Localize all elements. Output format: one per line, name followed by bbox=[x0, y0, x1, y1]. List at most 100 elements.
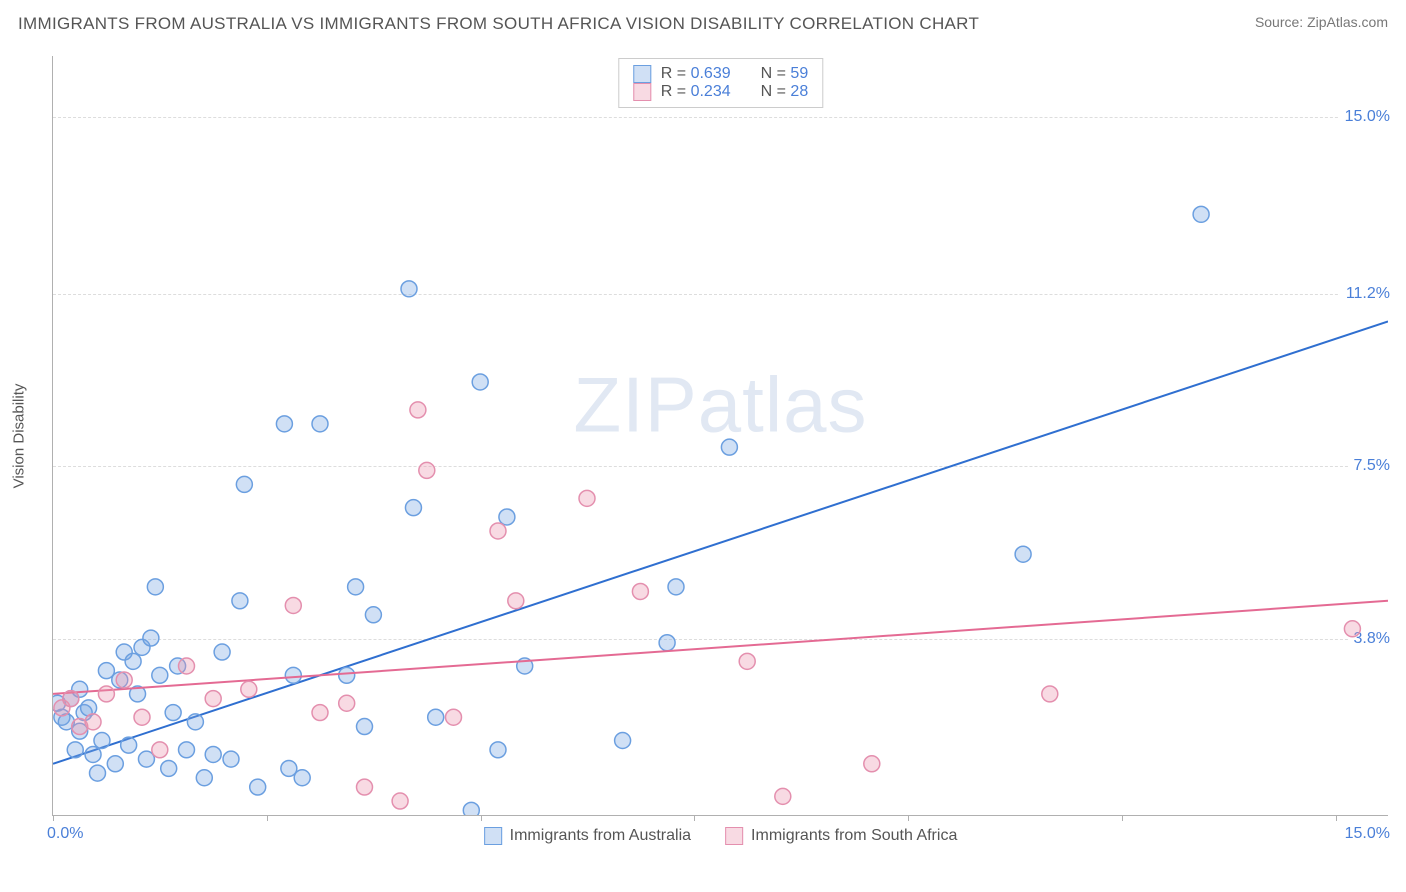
x-tick bbox=[1122, 815, 1123, 821]
data-point-south_africa bbox=[410, 402, 426, 418]
data-point-south_africa bbox=[241, 681, 257, 697]
data-point-australia bbox=[428, 709, 444, 725]
data-point-australia bbox=[463, 802, 479, 815]
data-point-south_africa bbox=[152, 742, 168, 758]
data-point-south_africa bbox=[98, 686, 114, 702]
data-point-australia bbox=[187, 714, 203, 730]
data-point-australia bbox=[721, 439, 737, 455]
data-point-australia bbox=[250, 779, 266, 795]
data-point-australia bbox=[659, 635, 675, 651]
data-point-australia bbox=[401, 281, 417, 297]
legend-swatch-south-africa-icon bbox=[725, 827, 743, 845]
data-point-australia bbox=[490, 742, 506, 758]
trend-line-australia bbox=[53, 321, 1388, 763]
data-point-australia bbox=[147, 579, 163, 595]
data-point-australia bbox=[67, 742, 83, 758]
legend-swatch-australia-icon bbox=[484, 827, 502, 845]
source-name: ZipAtlas.com bbox=[1307, 14, 1388, 30]
data-point-south_africa bbox=[339, 695, 355, 711]
data-point-australia bbox=[143, 630, 159, 646]
data-point-south_africa bbox=[579, 490, 595, 506]
correlation-stats-box: R = 0.639 N = 59 R = 0.234 N = 28 bbox=[618, 58, 823, 108]
source-prefix: Source: bbox=[1255, 14, 1307, 30]
plot-svg bbox=[53, 56, 1388, 815]
chart-title: IMMIGRANTS FROM AUSTRALIA VS IMMIGRANTS … bbox=[18, 14, 979, 34]
data-point-australia bbox=[232, 593, 248, 609]
scatter-chart: Vision Disability 3.8%7.5%11.2%15.0% ZIP… bbox=[52, 56, 1388, 816]
x-tick bbox=[53, 815, 54, 821]
x-tick bbox=[1336, 815, 1337, 821]
x-tick bbox=[267, 815, 268, 821]
data-point-south_africa bbox=[446, 709, 462, 725]
x-tick bbox=[908, 815, 909, 821]
data-point-australia bbox=[1015, 546, 1031, 562]
x-axis-origin-label: 0.0% bbox=[47, 825, 83, 843]
r-value-australia: 0.639 bbox=[691, 65, 731, 82]
x-tick bbox=[694, 815, 695, 821]
r-value-south-africa: 0.234 bbox=[691, 83, 731, 100]
data-point-south_africa bbox=[285, 597, 301, 613]
n-value-australia: 59 bbox=[790, 65, 808, 82]
stats-row-south-africa: R = 0.234 N = 28 bbox=[633, 83, 808, 101]
data-point-australia bbox=[312, 416, 328, 432]
n-label: N = bbox=[761, 65, 791, 82]
source-attribution: Source: ZipAtlas.com bbox=[1255, 14, 1388, 30]
data-point-south_africa bbox=[179, 658, 195, 674]
data-point-australia bbox=[405, 500, 421, 516]
data-point-australia bbox=[357, 719, 373, 735]
data-point-australia bbox=[94, 733, 110, 749]
legend-item-south-africa: Immigrants from South Africa bbox=[725, 827, 957, 845]
data-point-australia bbox=[165, 705, 181, 721]
trend-line-south_africa bbox=[53, 601, 1388, 694]
legend-item-australia: Immigrants from Australia bbox=[484, 827, 691, 845]
legend-label-australia: Immigrants from Australia bbox=[510, 827, 691, 845]
n-value-south-africa: 28 bbox=[790, 83, 808, 100]
data-point-australia bbox=[615, 733, 631, 749]
data-point-south_africa bbox=[632, 584, 648, 600]
swatch-south-africa-icon bbox=[633, 83, 651, 101]
data-point-australia bbox=[121, 737, 137, 753]
r-label: R = bbox=[661, 65, 691, 82]
legend-label-south-africa: Immigrants from South Africa bbox=[751, 827, 957, 845]
data-point-australia bbox=[499, 509, 515, 525]
legend: Immigrants from Australia Immigrants fro… bbox=[484, 827, 958, 845]
data-point-australia bbox=[125, 653, 141, 669]
data-point-australia bbox=[205, 746, 221, 762]
data-point-australia bbox=[161, 760, 177, 776]
data-point-australia bbox=[214, 644, 230, 660]
stats-row-australia: R = 0.639 N = 59 bbox=[633, 65, 808, 83]
data-point-australia bbox=[179, 742, 195, 758]
data-point-australia bbox=[668, 579, 684, 595]
data-point-australia bbox=[236, 476, 252, 492]
data-point-australia bbox=[1193, 206, 1209, 222]
data-point-south_africa bbox=[205, 691, 221, 707]
data-point-australia bbox=[348, 579, 364, 595]
y-axis-title: Vision Disability bbox=[11, 383, 28, 488]
data-point-south_africa bbox=[312, 705, 328, 721]
data-point-south_africa bbox=[63, 691, 79, 707]
data-point-south_africa bbox=[392, 793, 408, 809]
n-label: N = bbox=[761, 83, 791, 100]
data-point-australia bbox=[107, 756, 123, 772]
r-label: R = bbox=[661, 83, 691, 100]
data-point-australia bbox=[223, 751, 239, 767]
x-axis-end-label: 15.0% bbox=[1345, 825, 1390, 843]
data-point-south_africa bbox=[508, 593, 524, 609]
data-point-south_africa bbox=[134, 709, 150, 725]
data-point-australia bbox=[294, 770, 310, 786]
swatch-australia-icon bbox=[633, 65, 651, 83]
data-point-south_africa bbox=[357, 779, 373, 795]
data-point-south_africa bbox=[864, 756, 880, 772]
data-point-south_africa bbox=[490, 523, 506, 539]
data-point-australia bbox=[90, 765, 106, 781]
data-point-south_africa bbox=[1042, 686, 1058, 702]
data-point-australia bbox=[196, 770, 212, 786]
data-point-australia bbox=[276, 416, 292, 432]
data-point-south_africa bbox=[85, 714, 101, 730]
data-point-australia bbox=[339, 667, 355, 683]
data-point-australia bbox=[365, 607, 381, 623]
data-point-south_africa bbox=[116, 672, 132, 688]
data-point-australia bbox=[85, 746, 101, 762]
data-point-australia bbox=[472, 374, 488, 390]
data-point-south_africa bbox=[1344, 621, 1360, 637]
